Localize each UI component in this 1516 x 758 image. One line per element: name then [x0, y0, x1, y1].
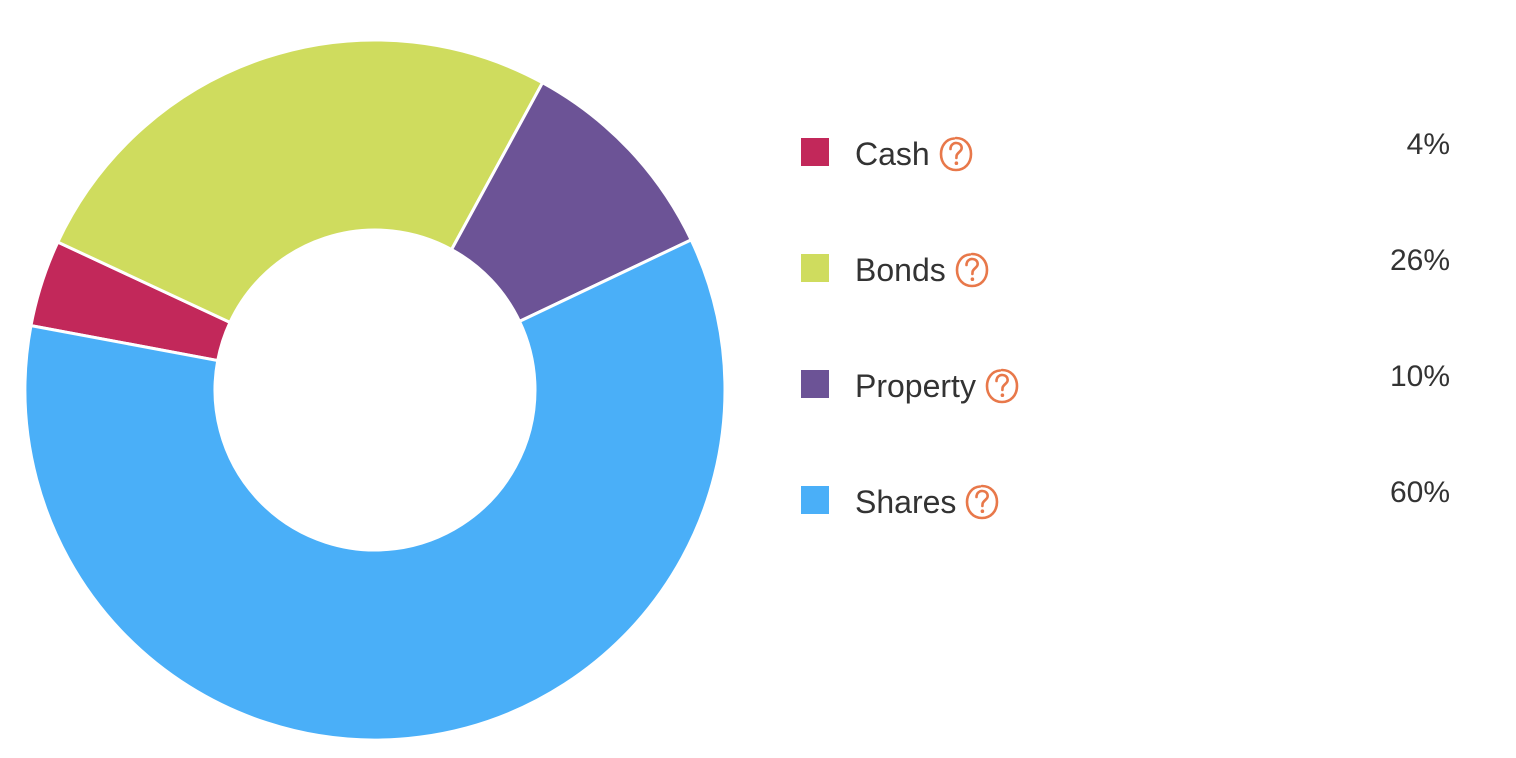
- legend-text-shares: Shares: [855, 484, 957, 520]
- legend-item-bonds: Bonds 26%: [800, 244, 1450, 296]
- legend-value-cash: 4%: [1406, 128, 1450, 161]
- legend-swatch-bonds: [801, 254, 829, 282]
- legend-text-bonds: Bonds: [855, 252, 946, 288]
- legend-label-bonds: Bonds: [855, 250, 990, 290]
- legend-swatch-cash: [801, 138, 829, 166]
- help-icon[interactable]: [984, 367, 1020, 405]
- slice-shares[interactable]: [23, 237, 727, 742]
- chart-legend: Cash 4% Bonds 26% Property 10% Shares 60…: [800, 0, 1450, 758]
- legend-label-property: Property: [855, 366, 1020, 406]
- donut-chart: [23, 38, 727, 742]
- legend-swatch-shares: [801, 486, 829, 514]
- help-icon[interactable]: [954, 251, 990, 289]
- legend-item-cash: Cash 4%: [800, 128, 1450, 180]
- legend-swatch-property: [801, 370, 829, 398]
- legend-label-cash: Cash: [855, 134, 974, 174]
- slice-bonds[interactable]: [55, 38, 545, 325]
- legend-value-property: 10%: [1389, 360, 1450, 393]
- question-mark-circle-icon: [939, 136, 973, 172]
- help-icon[interactable]: [938, 135, 974, 173]
- legend-text-property: Property: [855, 368, 976, 404]
- legend-item-property: Property 10%: [800, 360, 1450, 412]
- slice-property[interactable]: [449, 80, 694, 324]
- question-mark-circle-icon: [966, 484, 999, 520]
- legend-label-shares: Shares: [855, 482, 1000, 522]
- legend-text-cash: Cash: [855, 136, 930, 172]
- legend-value-bonds: 26%: [1389, 244, 1450, 277]
- legend-value-shares: 60%: [1389, 476, 1450, 509]
- legend-item-shares: Shares 60%: [800, 476, 1450, 528]
- help-icon[interactable]: [964, 483, 1000, 521]
- question-mark-circle-icon: [955, 252, 989, 288]
- question-mark-circle-icon: [985, 368, 1019, 404]
